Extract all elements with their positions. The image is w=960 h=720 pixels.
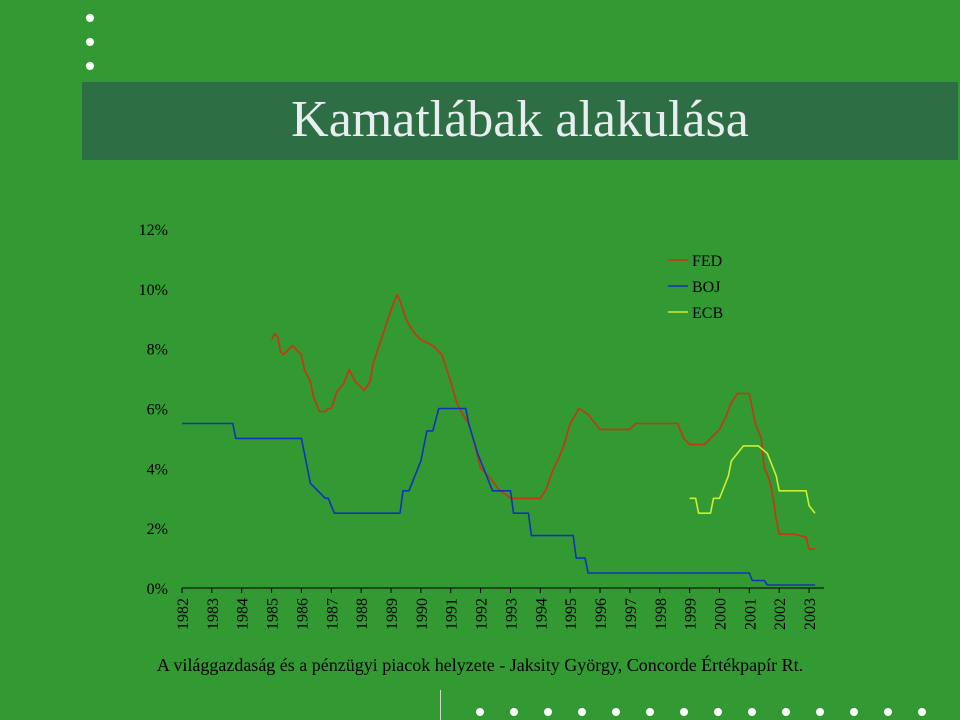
bullet-dot	[816, 708, 824, 716]
x-tick-label: 1989	[384, 598, 401, 630]
x-tick-label: 1987	[324, 598, 341, 630]
series-line-boj	[182, 407, 815, 586]
legend-label-ecb: ECB	[692, 305, 723, 322]
bullet-dot	[680, 708, 688, 716]
bullet-dot	[782, 708, 790, 716]
legend-label-fed: FED	[692, 253, 722, 270]
x-tick-label: 1994	[533, 598, 550, 630]
x-tick-label: 1990	[414, 598, 431, 630]
bullet-dot	[646, 708, 654, 716]
x-tick-label: 1997	[623, 598, 640, 630]
bullet-dot	[476, 708, 484, 716]
y-tick-label: 2%	[147, 521, 168, 538]
y-tick-label: 0%	[147, 581, 168, 598]
bullet-dot	[86, 38, 94, 46]
bullet-dot	[544, 708, 552, 716]
x-tick-label: 1991	[444, 598, 461, 630]
y-tick-label: 8%	[147, 342, 168, 359]
x-tick-label: 1998	[653, 598, 670, 630]
x-tick-label: 1983	[205, 598, 222, 630]
x-tick-label: 1995	[563, 598, 580, 630]
x-tick-label: 1984	[235, 598, 252, 630]
x-tick-label: 1996	[593, 598, 610, 630]
bullet-dot	[86, 62, 94, 70]
bullet-dot	[918, 708, 926, 716]
x-tick-label: 1985	[265, 598, 282, 630]
x-tick-label: 1986	[294, 598, 311, 630]
y-tick-label: 10%	[139, 282, 168, 299]
y-tick-label: 6%	[147, 402, 168, 419]
legend-label-boj: BOJ	[692, 279, 720, 296]
bullet-dot	[86, 14, 94, 22]
x-tick-label: 2002	[772, 598, 789, 630]
x-tick-label: 2001	[742, 598, 759, 630]
x-tick-label: 1999	[683, 598, 700, 630]
divider-line	[440, 690, 441, 720]
y-tick-label: 4%	[147, 461, 168, 478]
x-tick-label: 1982	[175, 598, 192, 630]
series-line-ecb	[689, 445, 816, 514]
bullet-dot	[612, 708, 620, 716]
y-tick-label: 12%	[139, 222, 168, 239]
x-tick-label: 1992	[474, 598, 491, 630]
x-tick-label: 2000	[712, 598, 729, 630]
x-tick-label: 1988	[354, 598, 371, 630]
bullet-dot	[884, 708, 892, 716]
bullet-dot	[714, 708, 722, 716]
title-band: Kamatlábak alakulása	[82, 82, 958, 160]
bullet-dot	[510, 708, 518, 716]
x-tick-label: 1993	[503, 598, 520, 630]
slide-title: Kamatlábak alakulása	[291, 91, 749, 148]
slide-footer: A világgazdaság és a pénzügyi piacok hel…	[156, 655, 804, 675]
bullet-dot	[578, 708, 586, 716]
x-tick-label: 2003	[802, 598, 819, 630]
bullet-dot	[748, 708, 756, 716]
bullet-dot	[850, 708, 858, 716]
series-line-fed	[270, 294, 815, 550]
